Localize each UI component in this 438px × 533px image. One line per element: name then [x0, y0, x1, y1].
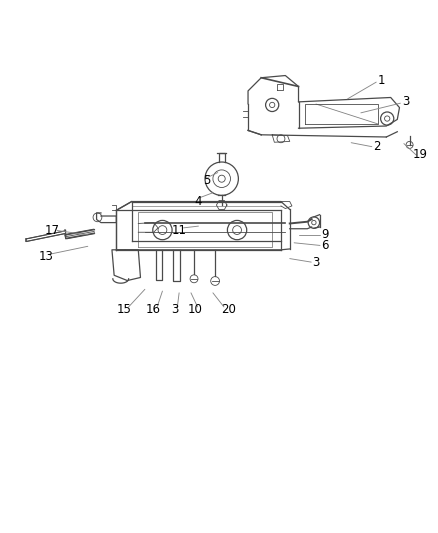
- Text: 3: 3: [401, 95, 408, 108]
- Text: 5: 5: [203, 174, 210, 188]
- Circle shape: [190, 275, 198, 282]
- Circle shape: [405, 141, 412, 148]
- Text: 4: 4: [194, 195, 202, 208]
- Text: 19: 19: [412, 149, 427, 161]
- Text: 3: 3: [312, 256, 319, 269]
- Text: 9: 9: [320, 229, 328, 241]
- Text: 10: 10: [187, 303, 202, 316]
- Text: 3: 3: [171, 303, 178, 316]
- Circle shape: [210, 277, 219, 285]
- Text: 15: 15: [116, 303, 131, 316]
- Text: 11: 11: [171, 224, 186, 237]
- Text: 13: 13: [39, 250, 53, 263]
- Text: 16: 16: [146, 303, 161, 316]
- Text: 2: 2: [372, 140, 380, 153]
- Text: 17: 17: [44, 224, 59, 237]
- Text: 1: 1: [376, 74, 384, 87]
- Text: 6: 6: [320, 239, 328, 252]
- Text: 20: 20: [220, 303, 235, 316]
